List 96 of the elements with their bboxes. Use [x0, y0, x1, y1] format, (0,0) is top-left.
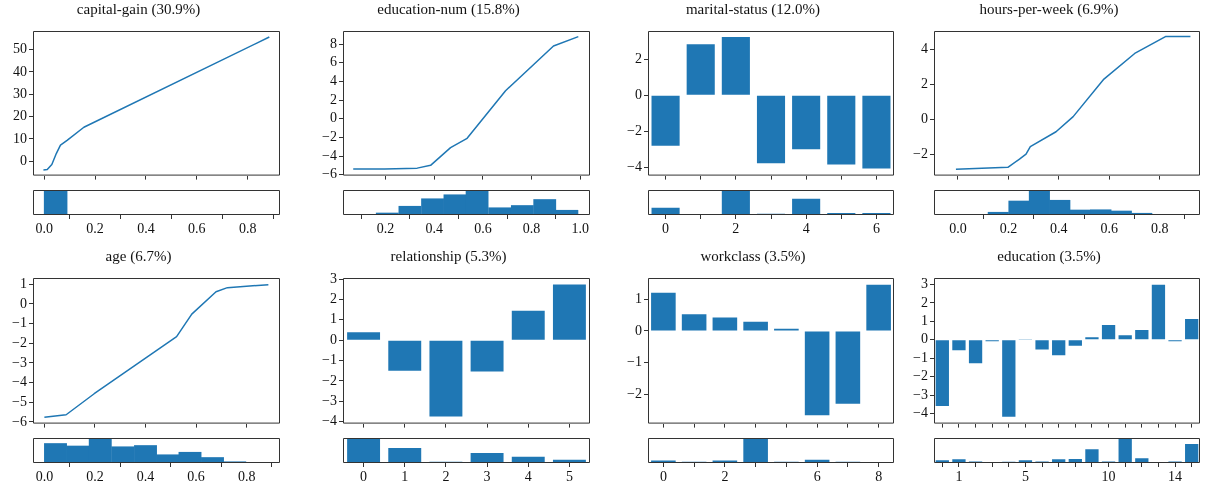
- y-tick-label: 0: [330, 110, 337, 126]
- chart-title: hours-per-week (6.9%): [979, 0, 1119, 18]
- y-tick-label: 2: [921, 75, 928, 91]
- y-tick-label: 0: [20, 152, 27, 168]
- y-tick-label: 1: [635, 290, 642, 306]
- x-tick-label: 0: [662, 221, 670, 237]
- y-tick-label: −3: [12, 354, 27, 370]
- chart-title: education-num (15.8%): [377, 0, 520, 18]
- chart-title: marital-status (12.0%): [685, 0, 821, 18]
- y-tick-label: 1: [921, 312, 928, 328]
- y-tick-label: −5: [12, 393, 27, 409]
- y-tick-label: 8: [330, 35, 337, 51]
- x-tick-label: 5: [565, 469, 573, 484]
- y-tick-label: 6: [330, 54, 337, 70]
- y-tick-label: −2: [913, 368, 928, 384]
- chart-title: capital-gain (30.9%): [76, 0, 201, 18]
- x-tick-label: 0.8: [522, 221, 541, 237]
- y-tick-label: −4: [322, 413, 337, 429]
- y-tick-label: 2: [330, 291, 337, 307]
- x-tick-label: 0.0: [35, 469, 54, 484]
- x-tick-label: 0.6: [188, 221, 206, 237]
- x-tick-label: 0.6: [187, 469, 205, 484]
- x-tick-label: 0.2: [376, 221, 395, 237]
- y-tick-label: −6: [322, 166, 337, 182]
- y-tick-label: 50: [13, 41, 27, 57]
- y-tick-label: −4: [627, 158, 642, 174]
- x-tick-label: 1: [401, 469, 409, 484]
- x-tick-label: 0.8: [238, 221, 257, 237]
- x-tick-label: 0.6: [474, 221, 492, 237]
- y-tick-label: −1: [12, 315, 27, 331]
- x-tick-label: 0.0: [949, 221, 967, 237]
- y-tick-label: −4: [322, 147, 337, 163]
- x-tick-label: 8: [875, 469, 883, 484]
- y-tick-label: 3: [921, 276, 928, 292]
- x-tick-label: 0.4: [137, 221, 155, 237]
- y-tick-label: −4: [12, 374, 27, 390]
- y-tick-label: 1: [330, 311, 337, 327]
- y-tick-label: 0: [635, 322, 642, 338]
- y-tick-label: −6: [12, 413, 27, 429]
- y-tick-label: 30: [13, 85, 27, 101]
- x-tick-label: 0.6: [1100, 221, 1118, 237]
- y-tick-label: −2: [913, 146, 928, 162]
- x-tick-label: 1.0: [571, 221, 590, 237]
- y-tick-label: −3: [322, 393, 337, 409]
- y-tick-label: 0: [635, 86, 642, 102]
- y-tick-label: 2: [330, 91, 337, 107]
- x-tick-label: 0: [360, 469, 368, 484]
- y-tick-label: 2: [635, 50, 642, 66]
- x-tick-label: 0.2: [86, 469, 104, 484]
- x-tick-label: 0.4: [425, 221, 444, 237]
- x-tick-label: 6: [872, 221, 880, 237]
- y-tick-label: 2: [921, 294, 928, 310]
- x-tick-label: 0: [659, 469, 667, 484]
- chart-title: workclass (3.5%): [700, 247, 806, 265]
- y-tick-label: −2: [322, 372, 337, 388]
- y-tick-label: −2: [627, 122, 642, 138]
- x-tick-label: 0.8: [237, 469, 256, 484]
- y-tick-label: 40: [13, 63, 27, 79]
- y-tick-label: −2: [627, 386, 642, 402]
- x-tick-label: 6: [813, 469, 821, 484]
- y-tick-label: −4: [913, 405, 928, 421]
- y-tick-label: 0: [330, 331, 337, 347]
- y-tick-label: 4: [921, 40, 928, 56]
- x-tick-label: 2: [732, 221, 740, 237]
- y-tick-label: −2: [12, 334, 27, 350]
- x-tick-label: 2: [442, 469, 450, 484]
- y-tick-label: −1: [627, 354, 642, 370]
- x-tick-label: 0.8: [1150, 221, 1169, 237]
- x-tick-label: 2: [721, 469, 729, 484]
- x-tick-label: 4: [802, 221, 810, 237]
- y-tick-label: 10: [13, 130, 27, 146]
- y-tick-label: −1: [322, 352, 337, 368]
- y-tick-label: 1: [20, 275, 27, 291]
- x-tick-label: 1: [955, 469, 963, 484]
- y-tick-label: 0: [921, 331, 928, 347]
- x-tick-label: 5: [1021, 469, 1029, 484]
- chart-title: age (6.7%): [105, 247, 172, 265]
- y-tick-label: −2: [322, 129, 337, 145]
- y-tick-label: −1: [913, 349, 928, 365]
- y-tick-label: 4: [330, 73, 337, 89]
- y-tick-label: 20: [13, 108, 27, 124]
- y-tick-label: 0: [921, 110, 928, 126]
- y-tick-label: 0: [20, 295, 27, 311]
- x-tick-label: 4: [524, 469, 532, 484]
- x-tick-label: 3: [483, 469, 491, 484]
- x-tick-label: 0.2: [999, 221, 1018, 237]
- chart-title: education (3.5%): [997, 247, 1101, 265]
- x-tick-label: 0.0: [35, 221, 53, 237]
- y-tick-label: 3: [330, 270, 337, 286]
- chart-title: relationship (5.3%): [390, 247, 507, 265]
- x-tick-label: 10: [1101, 469, 1116, 484]
- x-tick-label: 14: [1168, 469, 1183, 484]
- x-tick-label: 0.2: [86, 221, 104, 237]
- y-tick-label: −3: [913, 386, 928, 402]
- x-tick-label: 0.4: [1050, 221, 1068, 237]
- x-tick-label: 0.4: [136, 469, 155, 484]
